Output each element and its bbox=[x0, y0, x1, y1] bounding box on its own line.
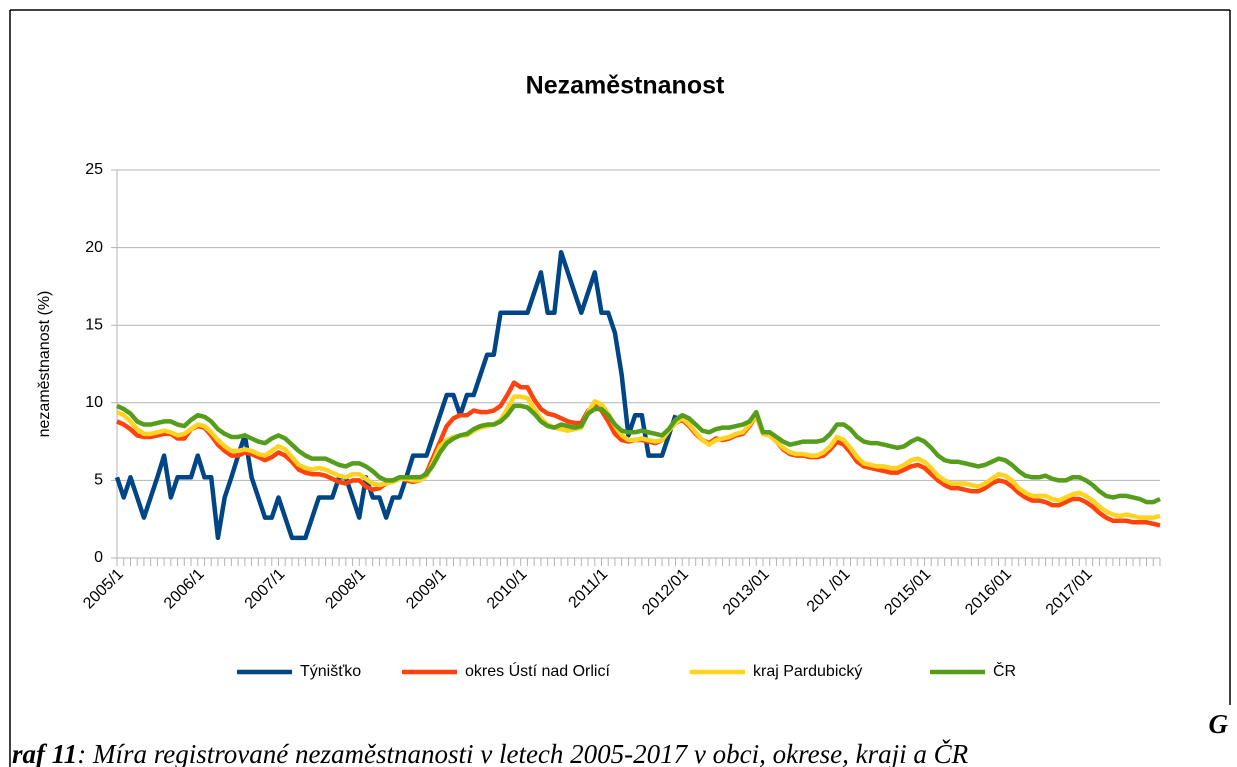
y-tick-label: 0 bbox=[94, 549, 103, 566]
series-line bbox=[114, 250, 678, 541]
x-tick-label: 2011/1 bbox=[566, 566, 612, 612]
x-tick-label: 2010/1 bbox=[484, 566, 531, 613]
legend-label: kraj Pardubický bbox=[753, 663, 862, 680]
y-tick-label: 25 bbox=[85, 161, 103, 178]
legend-label: okres Ústí nad Orlicí bbox=[465, 661, 610, 680]
x-tick-label: 2006/1 bbox=[161, 566, 208, 613]
x-tick-label: 2007/1 bbox=[242, 566, 289, 613]
series-line bbox=[116, 403, 1161, 505]
x-tick-label: 201 /01 bbox=[804, 566, 854, 616]
caption-first: G bbox=[1209, 709, 1229, 739]
x-tick-label: 2012/01 bbox=[639, 566, 692, 619]
x-tick-label: 2013/01 bbox=[720, 566, 773, 619]
y-tick-label: 20 bbox=[85, 239, 103, 256]
x-tick-label: 2015/01 bbox=[881, 566, 934, 619]
x-tick-label: 2008/1 bbox=[322, 566, 369, 613]
caption: raf 11: Míra registrované nezaměstnanost… bbox=[12, 739, 969, 767]
y-axis-label: nezaměstnanost (%) bbox=[36, 291, 53, 438]
y-tick-label: 15 bbox=[85, 316, 103, 333]
series-line bbox=[116, 394, 1161, 520]
series-line bbox=[116, 380, 1161, 528]
x-tick-label: 2009/1 bbox=[403, 566, 450, 613]
caption-label: raf 11 bbox=[12, 739, 77, 767]
caption-text: : Míra registrované nezaměstnanosti v le… bbox=[77, 739, 968, 767]
legend-label: ČR bbox=[993, 661, 1016, 680]
x-tick-label: 2005/1 bbox=[80, 566, 127, 613]
y-tick-label: 5 bbox=[94, 472, 103, 489]
x-tick-label: 2017/01 bbox=[1043, 566, 1096, 619]
chart-title: Nezaměstnanost bbox=[526, 72, 725, 100]
y-tick-label: 10 bbox=[85, 394, 103, 411]
legend-label: Týnišťko bbox=[300, 663, 361, 680]
x-tick-label: 2016/01 bbox=[962, 566, 1015, 619]
